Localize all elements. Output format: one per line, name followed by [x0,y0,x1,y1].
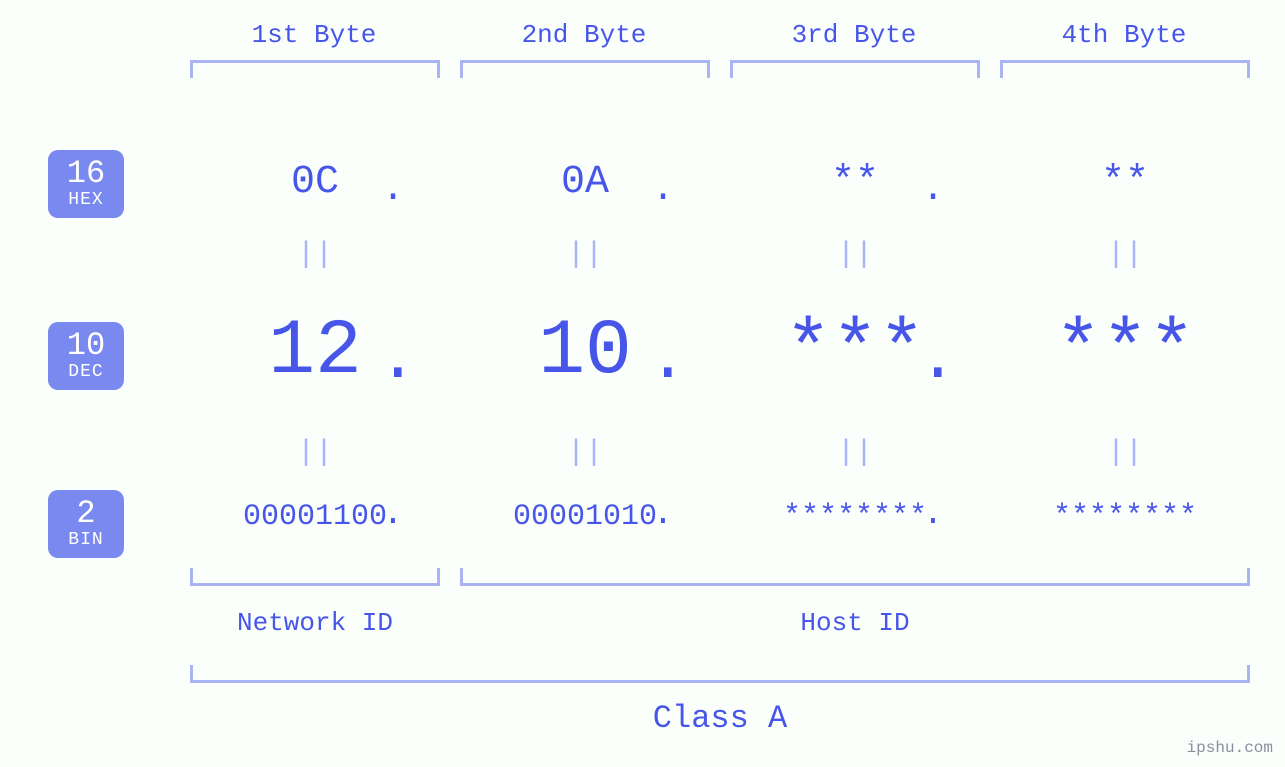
hex-byte-4: ** [1000,160,1250,205]
network-id-label: Network ID [190,608,440,638]
byte-bracket-1 [190,60,440,78]
network-id-bracket [190,568,440,586]
equals-1-2: || [565,238,605,272]
equals-1-1: || [295,238,335,272]
equals-2-1: || [295,436,335,470]
host-id-bracket [460,568,1250,586]
equals-1-4: || [1105,238,1145,272]
byte-header-2: 2nd Byte [484,20,684,50]
equals-2-4: || [1105,436,1145,470]
watermark: ipshu.com [1187,739,1273,757]
class-bracket [190,665,1250,683]
byte-header-3: 3rd Byte [754,20,954,50]
byte-header-1: 1st Byte [214,20,414,50]
equals-1-3: || [835,238,875,272]
byte-bracket-2 [460,60,710,78]
bin-byte-4: ******** [1000,500,1250,534]
base-label-hex: HEX [52,190,120,212]
base-num-dec: 10 [52,330,120,362]
bin-dot-3: . [918,496,948,534]
dec-dot-2: . [648,322,678,397]
dec-byte-4: *** [1000,308,1250,396]
base-num-hex: 16 [52,158,120,190]
hex-dot-2: . [648,168,678,211]
base-label-dec: DEC [52,362,120,384]
dec-dot-1: . [378,322,408,397]
base-num-bin: 2 [52,498,120,530]
bin-dot-1: . [378,496,408,534]
base-label-bin: BIN [52,530,120,552]
equals-2-3: || [835,436,875,470]
base-badge-hex: 16 HEX [48,150,124,218]
bin-dot-2: . [648,496,678,534]
hex-dot-3: . [918,168,948,211]
byte-header-4: 4th Byte [1024,20,1224,50]
class-label: Class A [190,700,1250,737]
byte-bracket-3 [730,60,980,78]
byte-bracket-4 [1000,60,1250,78]
host-id-label: Host ID [460,608,1250,638]
base-badge-dec: 10 DEC [48,322,124,390]
equals-2-2: || [565,436,605,470]
dec-dot-3: . [918,322,948,397]
hex-dot-1: . [378,168,408,211]
base-badge-bin: 2 BIN [48,490,124,558]
